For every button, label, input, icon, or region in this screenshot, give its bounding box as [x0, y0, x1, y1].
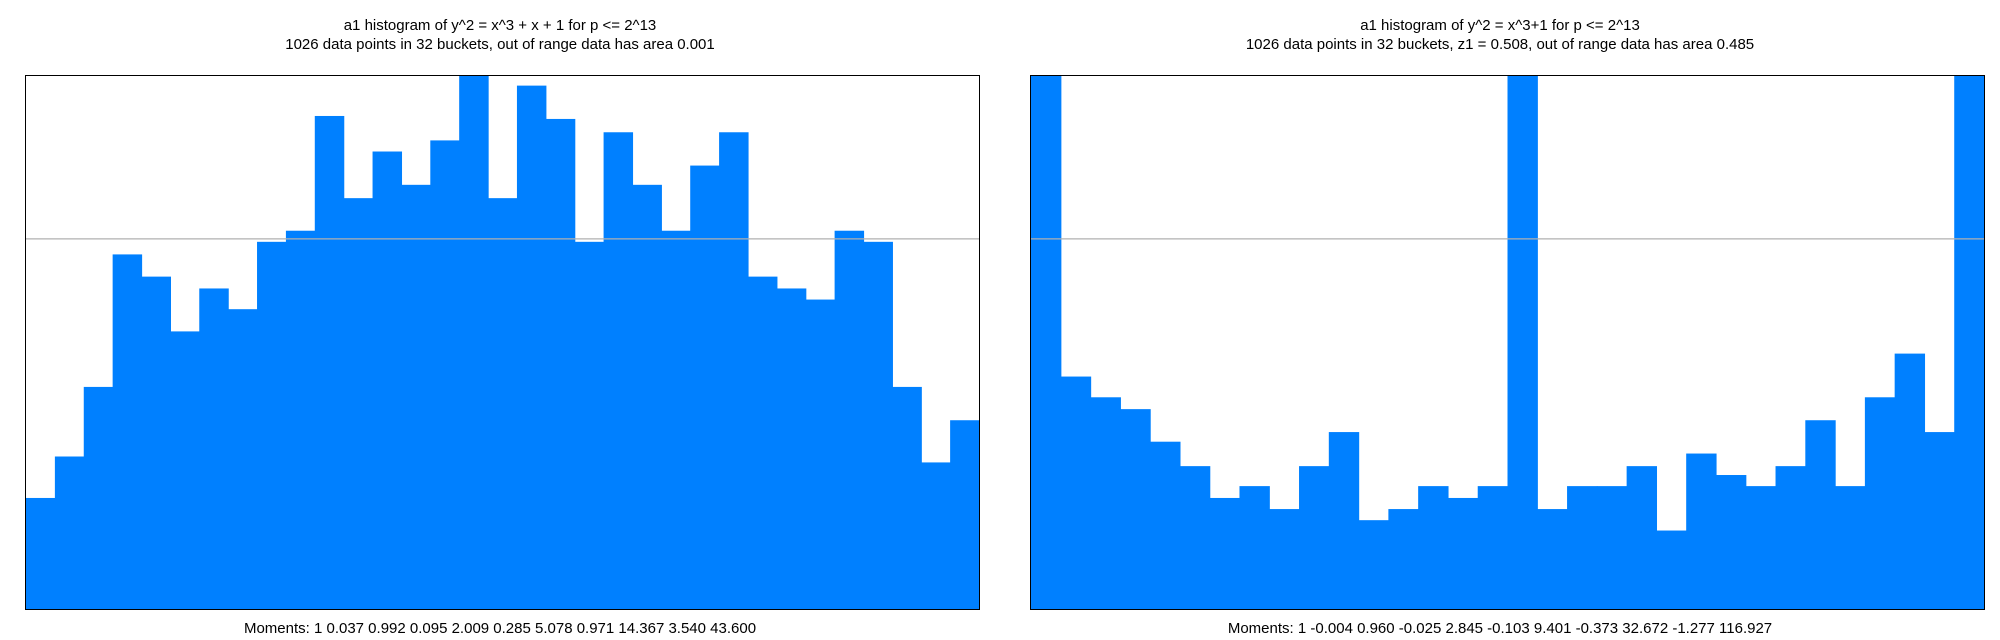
chart-title: a1 histogram of y^2 = x^3+1 for p <= 2^1… — [1360, 17, 1640, 34]
histogram-svg — [1031, 76, 1984, 609]
histogram-bar — [921, 462, 951, 609]
histogram-panel-right: a1 histogram of y^2 = x^3+1 for p <= 2^1… — [1000, 0, 2000, 640]
histogram-bar — [1626, 466, 1658, 609]
histogram-bar — [747, 276, 778, 609]
histogram-bar — [632, 184, 662, 609]
histogram-bar — [1686, 453, 1717, 609]
moments-label: Moments: 1 0.037 0.992 0.095 2.009 0.285… — [243, 620, 757, 637]
histogram-bar — [1418, 486, 1449, 609]
histogram-bar — [430, 140, 460, 609]
histogram-bar — [1447, 497, 1479, 609]
histogram-bar — [1656, 530, 1687, 609]
histogram-bar — [343, 198, 374, 609]
histogram-bar — [950, 420, 979, 609]
histogram-bar — [199, 288, 229, 609]
histogram-bar — [1864, 397, 1896, 609]
histogram-bar — [228, 309, 258, 609]
histogram-bar — [1894, 353, 1926, 609]
histogram-bar — [719, 132, 749, 609]
histogram-bar — [1537, 509, 1568, 609]
histogram-bar — [1328, 432, 1360, 609]
histogram-bar — [170, 331, 200, 609]
histogram-bar — [26, 497, 56, 609]
histogram-bar — [1269, 509, 1300, 609]
histogram-bar — [488, 198, 518, 609]
histogram-bar — [459, 76, 489, 609]
histogram-bar — [372, 151, 403, 609]
histogram-bar — [1031, 76, 1062, 609]
histogram-bar — [1179, 466, 1211, 609]
histogram-bar — [1805, 420, 1836, 609]
histogram-bar — [805, 299, 836, 609]
histogram-bar — [1209, 497, 1241, 609]
histogram-bar — [574, 241, 605, 609]
histogram-bar — [1507, 76, 1538, 609]
histogram-bar — [661, 230, 691, 609]
histogram-bar — [1120, 409, 1151, 609]
histogram-bar — [141, 276, 171, 609]
histogram-bar — [1358, 520, 1389, 609]
histogram-bar — [314, 115, 345, 609]
histogram-bar — [1060, 376, 1092, 609]
histogram-bar — [1150, 441, 1181, 609]
histogram-bar — [112, 254, 143, 609]
histogram-bar — [1835, 486, 1866, 609]
histogram-bar — [834, 230, 865, 609]
chart-subtitle: 1026 data points in 32 buckets, z1 = 0.5… — [1245, 36, 1755, 53]
histogram-bar — [1954, 76, 1984, 609]
histogram-bar — [1090, 397, 1121, 609]
histogram-bar — [1596, 486, 1628, 609]
histogram-svg — [26, 76, 979, 609]
histogram-bar — [892, 386, 922, 609]
histogram-bar — [690, 165, 720, 609]
histogram-bar — [401, 184, 431, 609]
histogram-bar — [863, 241, 893, 609]
histogram-bar — [285, 230, 316, 609]
histogram-bar — [1924, 432, 1955, 609]
histogram-bar — [83, 386, 114, 609]
chart-title: a1 histogram of y^2 = x^3 + x + 1 for p … — [343, 17, 657, 34]
histogram-bar — [1477, 486, 1509, 609]
chart-subtitle: 1026 data points in 32 buckets, out of r… — [285, 36, 715, 53]
histogram-bar — [1715, 475, 1747, 609]
histogram-bar — [516, 85, 547, 609]
histogram-bar — [545, 118, 576, 609]
histogram-bar — [1775, 466, 1806, 609]
histogram-bar — [54, 456, 85, 609]
histogram-bar — [1299, 466, 1330, 609]
histogram-bar — [257, 241, 287, 609]
histogram-bar — [603, 132, 634, 609]
histogram-bar — [1239, 486, 1270, 609]
histogram-bar — [776, 288, 807, 609]
histogram-panel-left: a1 histogram of y^2 = x^3 + x + 1 for p … — [25, 17, 980, 637]
histogram-bar — [1745, 486, 1777, 609]
histogram-bar — [1567, 486, 1598, 609]
moments-label: Moments: 1 -0.004 0.960 -0.025 2.845 -0.… — [1227, 620, 1773, 637]
plot-area — [25, 75, 980, 610]
plot-area — [1030, 75, 1985, 610]
histogram-bar — [1388, 509, 1419, 609]
